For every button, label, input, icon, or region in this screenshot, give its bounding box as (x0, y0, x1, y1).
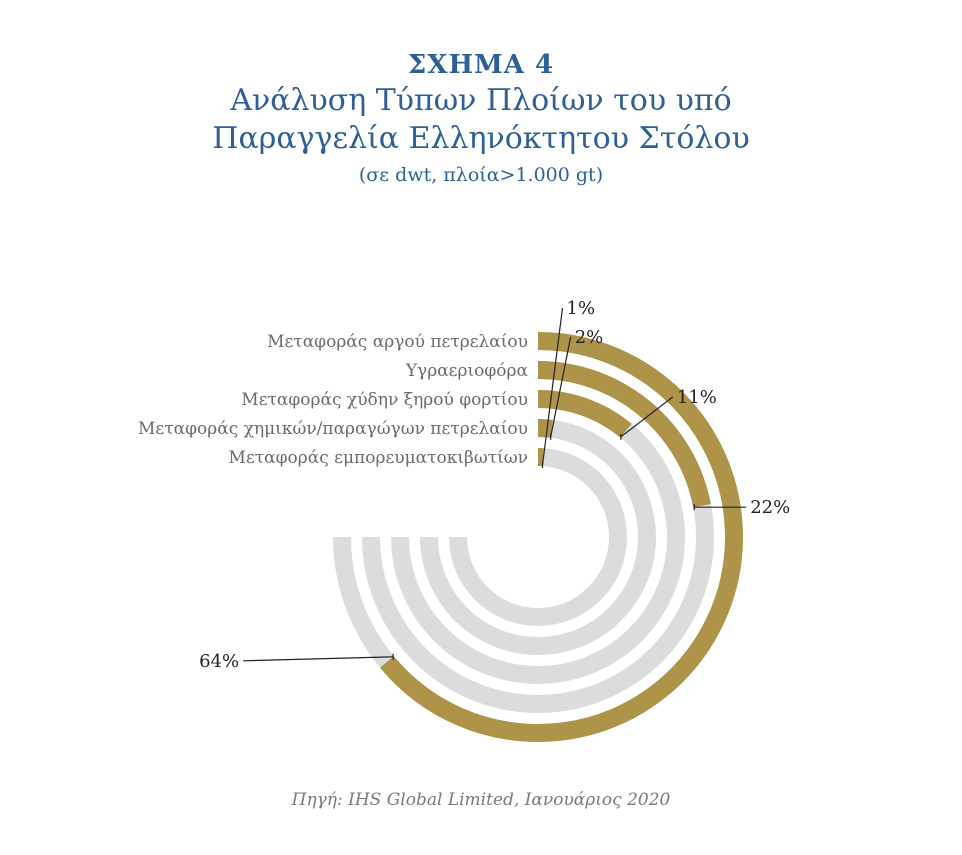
ring-bars (380, 332, 743, 742)
chart-header: ΣΧΗΜΑ 4 Ανάλυση Τύπων Πλοίων του υπό Παρ… (0, 48, 962, 190)
value-label: 1% (567, 298, 596, 319)
ring-bar-3 (537, 390, 632, 438)
leader-line (550, 336, 572, 437)
ring-bar-2 (537, 361, 711, 508)
value-label: 11% (677, 387, 717, 408)
figure-label: ΣΧΗΜΑ 4 (407, 50, 555, 80)
chart-title-line-1: Ανάλυση Τύπων Πλοίων του υπό (230, 83, 732, 118)
category-label: Μεταφοράς χημικών/παραγώγων πετρελαίου (138, 419, 528, 439)
chart-subtitle: (σε dwt, πλοία>1.000 gt) (358, 164, 604, 186)
value-label: 64% (199, 651, 239, 672)
ring-bar-4 (537, 419, 553, 438)
leader-line (243, 656, 394, 662)
value-label: 2% (575, 327, 604, 348)
ring-track (391, 390, 685, 684)
chart-title-line-2: Παραγγελία Ελληνόκτητου Στόλου (212, 121, 750, 156)
leader-line (620, 396, 674, 438)
ring-bar-1 (380, 332, 743, 742)
category-label: Μεταφοράς χύδην ξηρού φορτίου (241, 390, 528, 410)
category-label: Υγραεριοφόρα (405, 361, 529, 381)
value-leaders: 64% 22% 11% 2% 1% (199, 298, 790, 672)
source-note: Πηγή: IHS Global Limited, Ιανουάριος 202… (291, 790, 671, 810)
category-label: Μεταφοράς εμπορευματοκιβωτίων (229, 448, 528, 468)
ring-track (420, 419, 656, 655)
value-label: 22% (750, 497, 790, 518)
category-label: Μεταφοράς αργού πετρελαίου (267, 332, 528, 352)
ring-track (449, 448, 627, 626)
category-labels: Μεταφοράς αργού πετρελαίου Υγραεριοφόρα Με… (138, 332, 529, 468)
leader-line (541, 308, 564, 466)
